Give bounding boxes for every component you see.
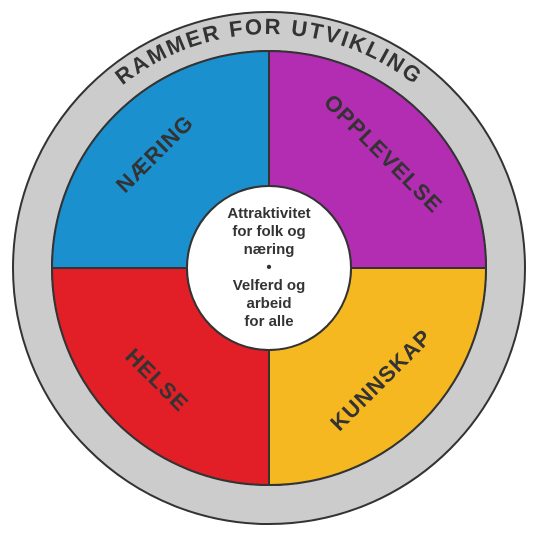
diagram-svg: RAMMER FOR UTVIKLINGNÆRINGOPPLEVELSEHELS… — [0, 0, 538, 536]
center-text-line-2: næring — [244, 241, 295, 258]
center-text-line-3: • — [266, 259, 271, 276]
center-text-line-6: for alle — [244, 313, 293, 330]
center-text-line-5: arbeid — [246, 295, 291, 312]
center-text-line-0: Attraktivitet — [227, 205, 310, 222]
center-text-line-4: Velferd og — [233, 277, 306, 294]
center-text-line-1: for folk og — [232, 223, 305, 240]
radial-diagram: RAMMER FOR UTVIKLINGNÆRINGOPPLEVELSEHELS… — [0, 0, 538, 536]
